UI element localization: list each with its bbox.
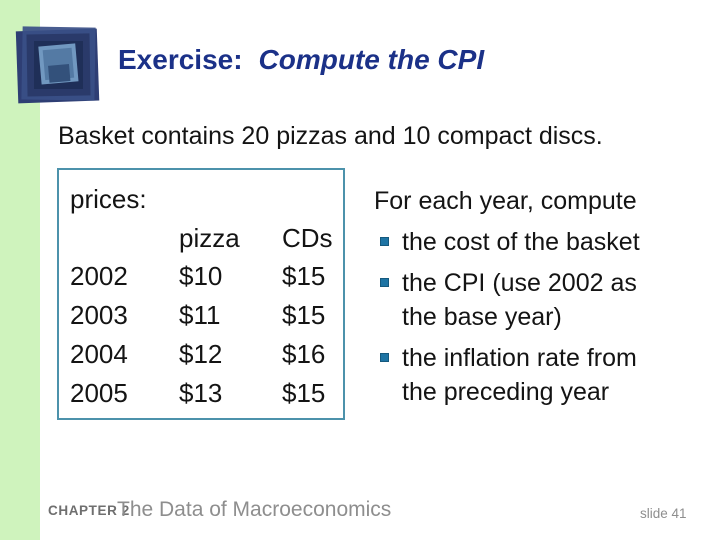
table-cell-pizza-price: $12 xyxy=(179,339,223,369)
table-cell-year: 2002 xyxy=(70,261,128,291)
price-table: prices: pizza CDs 2002 $10 $15 2003 $11 … xyxy=(57,168,345,420)
table-cell-cd-price: $15 xyxy=(282,378,326,408)
table-cell-cd-price: $15 xyxy=(282,300,326,330)
title-prefix: Exercise: xyxy=(118,44,243,75)
column-header-pizza: pizza xyxy=(179,223,240,253)
title-emphasis: Compute the CPI xyxy=(258,44,485,75)
list-item: the CPI (use 2002 as the base year) xyxy=(374,266,704,334)
slide-title: Exercise: Compute the CPI xyxy=(118,44,484,76)
slide-number: slide 41 xyxy=(640,506,687,521)
table-cell-pizza-price: $13 xyxy=(179,378,223,408)
column-header-cds: CDs xyxy=(282,223,333,253)
list-item-text: the inflation rate from the preceding ye… xyxy=(402,344,637,406)
chapter-label: CHAPTER 2 xyxy=(48,503,130,518)
list-item: the inflation rate from the preceding ye… xyxy=(374,341,704,409)
list-item-text: the cost of the basket xyxy=(402,228,640,256)
slide-logo-icon xyxy=(13,23,102,107)
table-cell-year: 2004 xyxy=(70,339,128,369)
course-title: The Data of Macroeconomics xyxy=(117,498,392,521)
task-list-intro: For each year, compute xyxy=(374,187,637,215)
task-list: For each year, compute the cost of the b… xyxy=(374,184,704,409)
list-item: the cost of the basket xyxy=(374,225,704,259)
square-bullet-icon xyxy=(380,353,389,362)
table-cell-cd-price: $15 xyxy=(282,261,326,291)
table-cell-cd-price: $16 xyxy=(282,339,326,369)
basket-description: Basket contains 20 pizzas and 10 compact… xyxy=(58,122,603,150)
price-table-label: prices: xyxy=(70,184,147,214)
table-cell-year: 2005 xyxy=(70,378,128,408)
table-cell-pizza-price: $11 xyxy=(179,300,221,330)
table-cell-pizza-price: $10 xyxy=(179,261,223,291)
list-item-text: the CPI (use 2002 as the base year) xyxy=(402,269,637,331)
square-bullet-icon xyxy=(380,278,389,287)
square-bullet-icon xyxy=(380,237,389,246)
table-cell-year: 2003 xyxy=(70,300,128,330)
